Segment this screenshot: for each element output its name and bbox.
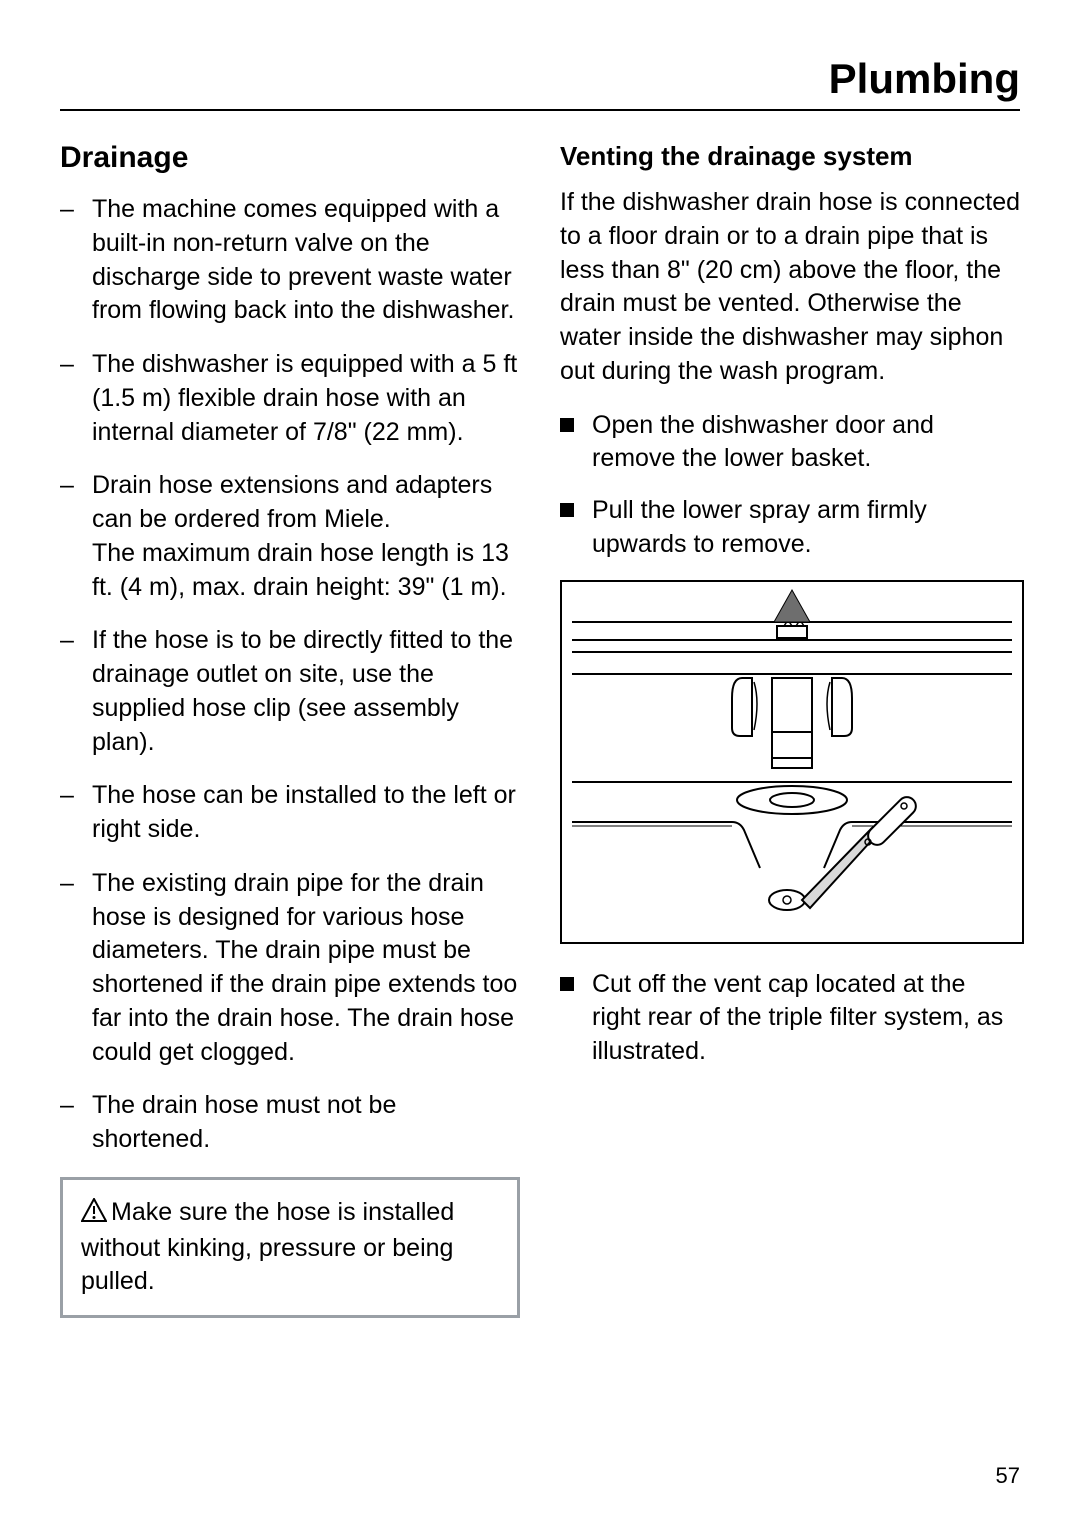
- warning-icon: [81, 1198, 107, 1232]
- section-header: Plumbing: [60, 55, 1020, 111]
- content-columns: Drainage The machine comes equipped with…: [60, 141, 1020, 1318]
- page-number: 57: [996, 1463, 1020, 1489]
- list-item: The existing drain pipe for the drain ho…: [60, 867, 520, 1070]
- left-column: Drainage The machine comes equipped with…: [60, 141, 520, 1318]
- list-item: Drain hose extensions and adapters can b…: [60, 469, 520, 604]
- list-item: If the hose is to be directly fitted to …: [60, 624, 520, 759]
- drainage-list: The machine comes equipped with a built-…: [60, 193, 520, 1157]
- list-item: The hose can be installed to the left or…: [60, 779, 520, 847]
- spray-arm-diagram: [560, 580, 1024, 944]
- venting-heading: Venting the drainage system: [560, 141, 1020, 172]
- right-column: Venting the drainage system If the dishw…: [560, 141, 1020, 1318]
- drainage-heading: Drainage: [60, 141, 520, 175]
- list-item: Cut off the vent cap located at the righ…: [560, 968, 1020, 1069]
- list-item: The machine comes equipped with a built-…: [60, 193, 520, 328]
- steps-after-figure: Cut off the vent cap located at the righ…: [560, 968, 1020, 1069]
- list-item: The drain hose must not be shortened.: [60, 1089, 520, 1157]
- steps-before-figure: Open the dishwasher door and remove the …: [560, 409, 1020, 562]
- page: Plumbing Drainage The machine comes equi…: [0, 0, 1080, 1529]
- venting-intro: If the dishwasher drain hose is connecte…: [560, 186, 1020, 389]
- list-item: The dishwasher is equipped with a 5 ft (…: [60, 348, 520, 449]
- warning-text: Make sure the hose is installed without …: [81, 1198, 454, 1296]
- warning-note: Make sure the hose is installed without …: [60, 1177, 520, 1318]
- list-item: Open the dishwasher door and remove the …: [560, 409, 1020, 477]
- list-item: Pull the lower spray arm firmly upwards …: [560, 494, 1020, 562]
